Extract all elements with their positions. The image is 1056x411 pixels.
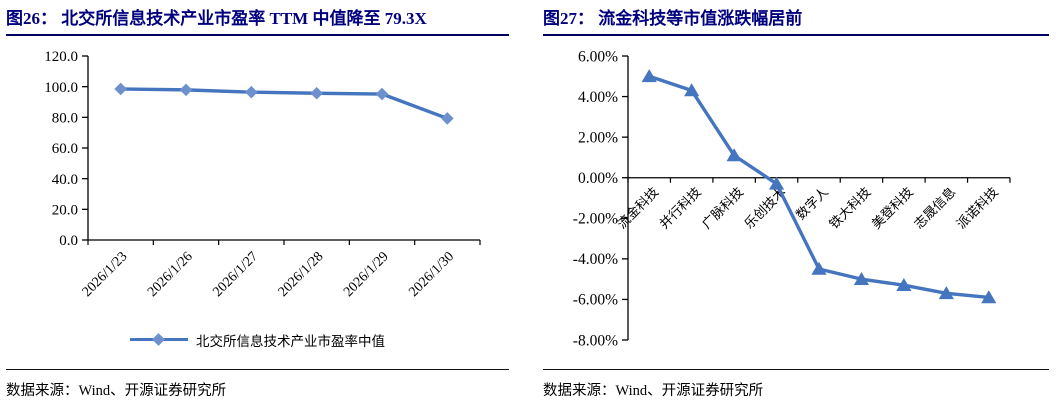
y-tick-label: -8.00% — [573, 332, 618, 349]
data-point-marker — [896, 278, 912, 292]
figure-27-source: 数据来源：Wind、开源证券研究所 — [543, 369, 1049, 400]
data-point-marker — [641, 69, 657, 83]
y-tick-label: 60.0 — [52, 141, 78, 157]
data-point-marker — [938, 286, 954, 300]
y-tick-label: 4.00% — [578, 89, 618, 106]
x-category-label: 2026/1/27 — [210, 249, 261, 300]
data-point-marker — [441, 112, 454, 125]
y-tick-label: 6.00% — [578, 48, 618, 65]
data-point-marker — [310, 86, 323, 100]
x-category-label: 数字人 — [793, 184, 831, 222]
data-point-marker — [114, 82, 127, 96]
data-point-marker — [853, 271, 870, 285]
legend-diamond-icon — [152, 333, 165, 346]
x-category-label: 2026/1/28 — [276, 249, 327, 300]
legend-label: 北交所信息技术产业市盈率中值 — [196, 334, 385, 349]
y-tick-label: -6.00% — [573, 292, 618, 309]
x-category-label: 铁大科技 — [826, 184, 873, 231]
x-category-label: 2026/1/23 — [80, 249, 131, 300]
x-category-label: 流金科技 — [614, 184, 661, 231]
data-point-marker — [179, 83, 193, 97]
y-tick-label: 120.0 — [44, 49, 78, 65]
data-point-marker — [726, 148, 742, 162]
figure-27-title: 图27： 流金科技等市值涨跌幅居前 — [543, 8, 1049, 36]
data-point-marker — [245, 85, 258, 99]
x-category-label: 广脉科技 — [699, 184, 746, 231]
figure-26-legend: 北交所信息技术产业市盈率中值 — [6, 330, 509, 350]
y-tick-label: 0.0 — [59, 233, 78, 249]
x-category-label: 并行科技 — [656, 184, 703, 231]
data-point-marker — [684, 83, 700, 97]
x-category-label: 美登科技 — [869, 184, 916, 231]
x-category-label: 2026/1/29 — [341, 249, 392, 300]
y-tick-label: 80.0 — [52, 110, 78, 126]
data-point-marker — [811, 261, 827, 275]
x-category-label: 志晟信息 — [911, 184, 958, 231]
y-tick-label: -4.00% — [573, 251, 618, 268]
y-tick-label: -2.00% — [573, 211, 618, 228]
series-line — [120, 87, 448, 120]
figure-26-panel: 图26： 北交所信息技术产业市盈率 TTM 中值降至 79.3X 0.0 20.0… — [6, 8, 509, 399]
y-tick-label: 0.00% — [578, 170, 618, 187]
figure-27-panel: 图27： 流金科技等市值涨跌幅居前 -8.00% -6.00% -4.00% -2.0… — [543, 8, 1049, 399]
figure-26-plot: 0.0 20.0 40.0 60.0 80.0 100.0 120.0 2026/1/23 20… — [44, 49, 481, 300]
data-point-marker — [768, 176, 785, 190]
figure-26-source: 数据来源：Wind、开源证券研究所 — [6, 369, 509, 400]
x-category-label: 派诺科技 — [954, 184, 1001, 231]
y-tick-label: 20.0 — [52, 202, 78, 218]
figure-26-title: 图26： 北交所信息技术产业市盈率 TTM 中值降至 79.3X — [6, 8, 509, 36]
legend-line-diamond-marker — [130, 333, 188, 347]
data-point-marker — [375, 87, 389, 101]
figure-27-plot: -8.00% -6.00% -4.00% -2.00% 0.00% 2.00% 4.00% 6… — [573, 48, 1011, 349]
x-category-label: 2026/1/30 — [406, 249, 457, 300]
y-tick-label: 40.0 — [52, 172, 78, 188]
y-tick-label: 100.0 — [44, 80, 78, 96]
data-point-marker — [981, 290, 997, 304]
x-category-label: 2026/1/26 — [145, 249, 196, 300]
y-tick-label: 2.00% — [578, 129, 618, 146]
